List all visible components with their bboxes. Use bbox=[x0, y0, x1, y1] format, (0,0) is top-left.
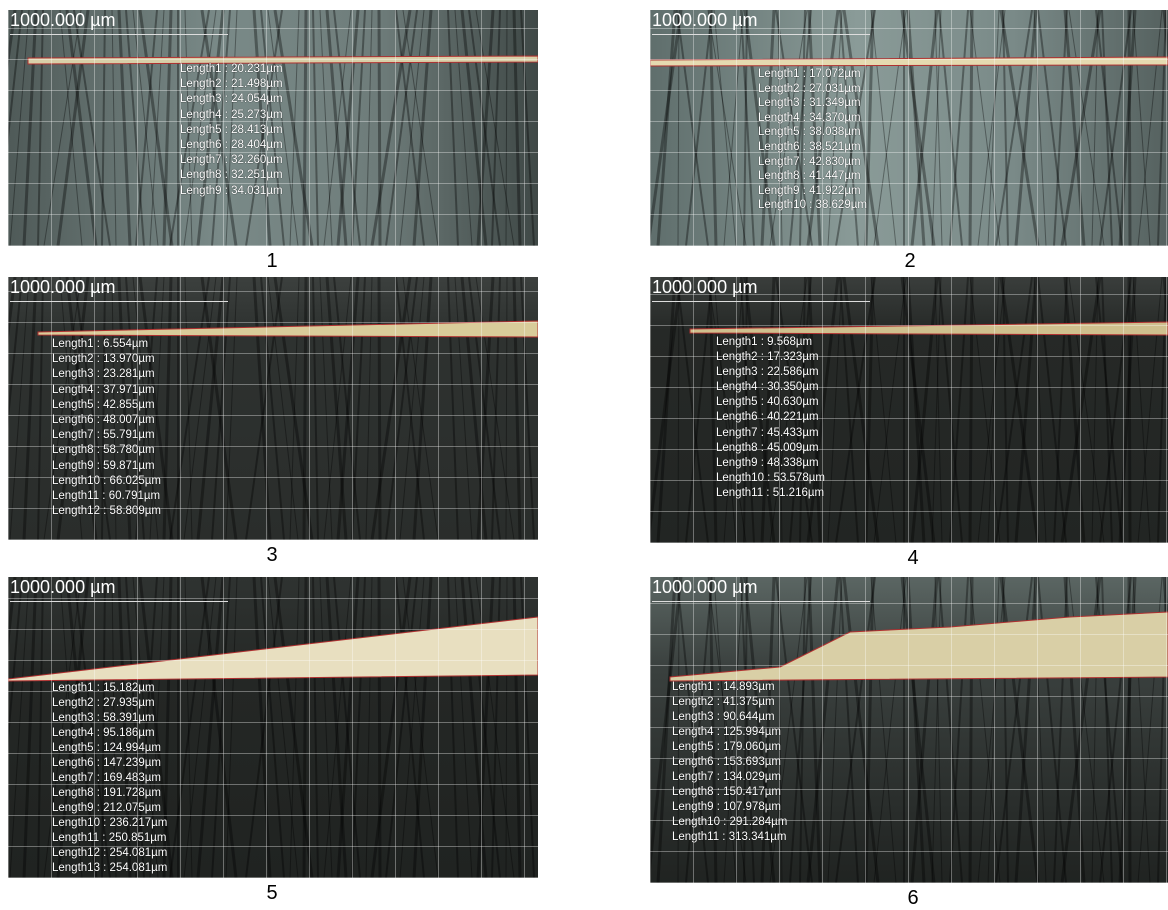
scale-bar bbox=[652, 601, 870, 602]
measurement: Length10 : 236.217µm bbox=[52, 816, 167, 831]
measurement: Length9 : 212.075µm bbox=[52, 801, 167, 816]
measurement: Length5 : 179.060µm bbox=[672, 740, 787, 755]
measurement: Length2 : 17.323µm bbox=[716, 350, 825, 365]
scale-label: 1000.000 µm bbox=[652, 577, 757, 598]
measurement: Length7 : 169.483µm bbox=[52, 771, 167, 786]
measurement: Length3 : 90.644µm bbox=[672, 710, 787, 725]
measurement: Length13 : 254.081µm bbox=[52, 861, 167, 876]
measurement: Length3 : 24.054µm bbox=[180, 92, 283, 107]
measurement: Length9 : 48.338µm bbox=[716, 456, 825, 471]
measurement: Length6 : 153.693µm bbox=[672, 755, 787, 770]
panel-caption: 5 bbox=[266, 882, 277, 905]
scale-label: 1000.000 µm bbox=[10, 10, 115, 31]
measurement: Length5 : 40.630µm bbox=[716, 395, 825, 410]
microscope-image: 1000.000 µm Length1 : 20.231µmLength2 : 2… bbox=[8, 10, 538, 246]
measurement: Length10 : 291.284µm bbox=[672, 815, 787, 830]
measurement: Length8 : 45.009µm bbox=[716, 441, 825, 456]
measurement: Length10 : 38.629µm bbox=[758, 198, 867, 213]
scale-bar bbox=[10, 34, 228, 35]
measurement: Length5 : 28.413µm bbox=[180, 123, 283, 138]
measurement: Length11 : 51.216µm bbox=[716, 486, 825, 501]
scale-bar bbox=[10, 301, 228, 302]
scale-label: 1000.000 µm bbox=[652, 277, 757, 298]
measurement: Length3 : 23.281µm bbox=[52, 367, 161, 382]
scale-bar bbox=[10, 601, 228, 602]
measurement: Length4 : 34.370µm bbox=[758, 111, 867, 126]
scale-label: 1000.000 µm bbox=[10, 277, 115, 298]
measurement: Length1 : 14.893µm bbox=[672, 680, 787, 695]
measurement: Length11 : 313.341µm bbox=[672, 830, 787, 845]
measurement: Length8 : 58.780µm bbox=[52, 443, 161, 458]
measurement: Length3 : 22.586µm bbox=[716, 365, 825, 380]
measurement: Length9 : 59.871µm bbox=[52, 459, 161, 474]
measurement: Length6 : 147.239µm bbox=[52, 756, 167, 771]
measurement: Length8 : 41.447µm bbox=[758, 169, 867, 184]
scale-label: 1000.000 µm bbox=[10, 577, 115, 598]
measurement: Length7 : 32.260µm bbox=[180, 153, 283, 168]
panel-caption: 4 bbox=[907, 547, 918, 570]
figure: 1000.000 µmLength1 : 20.231µmLength2 : 2… bbox=[0, 0, 1168, 908]
measurement: Length12 : 58.809µm bbox=[52, 504, 161, 519]
measurement: Length7 : 55.791µm bbox=[52, 428, 161, 443]
microscope-image: 1000.000 µm Length1 : 15.182µmLength2 : 2… bbox=[8, 577, 538, 878]
scale-label: 1000.000 µm bbox=[652, 10, 757, 31]
measurement: Length10 : 66.025µm bbox=[52, 474, 161, 489]
measurement: Length8 : 32.251µm bbox=[180, 168, 283, 183]
measurement: Length1 : 9.568µm bbox=[716, 335, 825, 350]
measurement: Length3 : 31.349µm bbox=[758, 96, 867, 111]
grid-overlay bbox=[650, 10, 1168, 246]
measurement: Length1 : 20.231µm bbox=[180, 62, 283, 77]
measurement: Length3 : 58.391µm bbox=[52, 711, 167, 726]
measurement: Length11 : 250.851µm bbox=[52, 831, 167, 846]
measurement: Length5 : 38.038µm bbox=[758, 125, 867, 140]
measurement: Length2 : 13.970µm bbox=[52, 352, 161, 367]
measurement: Length1 : 15.182µm bbox=[52, 681, 167, 696]
measurement: Length4 : 125.994µm bbox=[672, 725, 787, 740]
measurement: Length6 : 28.404µm bbox=[180, 138, 283, 153]
measurement: Length4 : 95.186µm bbox=[52, 726, 167, 741]
measurement: Length2 : 27.031µm bbox=[758, 82, 867, 97]
measurement: Length2 : 27.935µm bbox=[52, 696, 167, 711]
measurement: Length11 : 60.791µm bbox=[52, 489, 161, 504]
measurement: Length1 : 17.072µm bbox=[758, 67, 867, 82]
measurement: Length9 : 107.978µm bbox=[672, 800, 787, 815]
measurement: Length8 : 150.417µm bbox=[672, 785, 787, 800]
measurement: Length1 : 6.554µm bbox=[52, 337, 161, 352]
scale-bar bbox=[652, 34, 870, 35]
measurement: Length12 : 254.081µm bbox=[52, 846, 167, 861]
panel-caption: 1 bbox=[266, 250, 277, 273]
measurement: Length2 : 21.498µm bbox=[180, 77, 283, 92]
measurement: Length10 : 53.578µm bbox=[716, 471, 825, 486]
measurement: Length7 : 134.029µm bbox=[672, 770, 787, 785]
panel-caption: 3 bbox=[266, 544, 277, 567]
measurement: Length6 : 40.221µm bbox=[716, 410, 825, 425]
measurement: Length7 : 45.433µm bbox=[716, 426, 825, 441]
measurement: Length5 : 42.855µm bbox=[52, 398, 161, 413]
measurement: Length7 : 42.830µm bbox=[758, 155, 867, 170]
measurement: Length2 : 41.375µm bbox=[672, 695, 787, 710]
measurement: Length9 : 41.922µm bbox=[758, 184, 867, 199]
scale-bar bbox=[652, 301, 870, 302]
measurement: Length5 : 124.994µm bbox=[52, 741, 167, 756]
measurement: Length6 : 48.007µm bbox=[52, 413, 161, 428]
measurement: Length6 : 38.521µm bbox=[758, 140, 867, 155]
measurement: Length9 : 34.031µm bbox=[180, 184, 283, 199]
measurement: Length4 : 25.273µm bbox=[180, 108, 283, 123]
measurement: Length4 : 37.971µm bbox=[52, 383, 161, 398]
measurement: Length4 : 30.350µm bbox=[716, 380, 825, 395]
panel-caption: 2 bbox=[904, 250, 915, 273]
measurement: Length8 : 191.728µm bbox=[52, 786, 167, 801]
panel-caption: 6 bbox=[907, 887, 918, 910]
